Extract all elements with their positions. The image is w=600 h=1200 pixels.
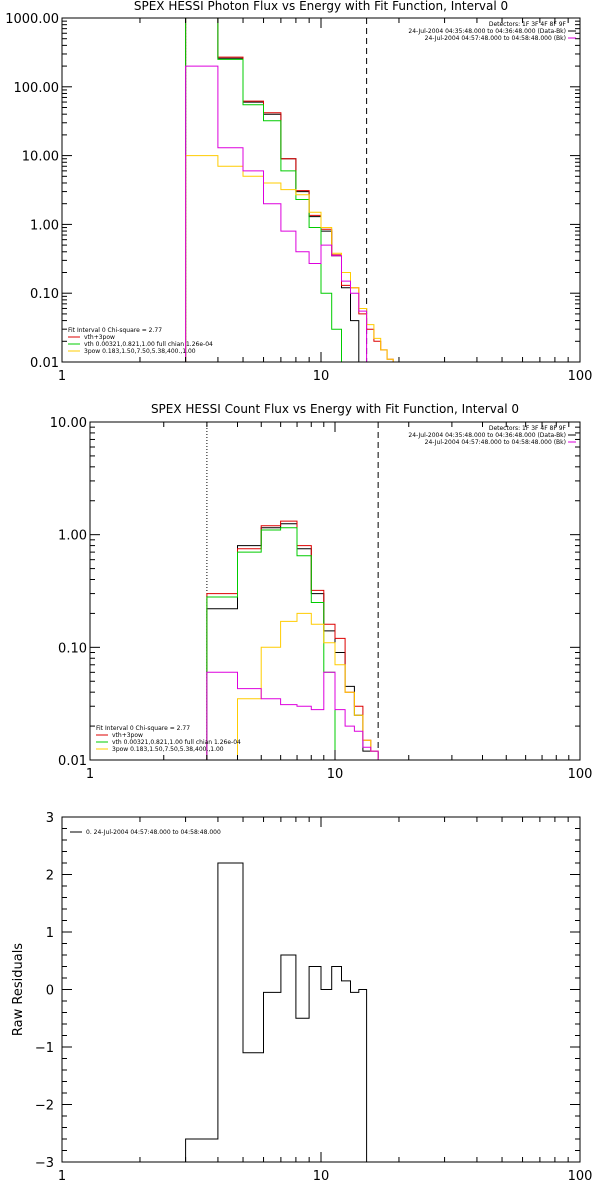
fit-legend-text: vth 0.00321,0.821,1.00 full chian 1.26e-… xyxy=(84,341,213,348)
info-text: 24-Jul-2004 04:35:48.000 to 04:36:48.000… xyxy=(408,432,566,439)
x-tick-label: 100 xyxy=(568,369,593,384)
series-data xyxy=(185,862,368,1162)
fit-legend-text: 3pow 0.183,1.50,7.50,5.38,400.,1.00 xyxy=(84,348,196,355)
x-tick-label: 10 xyxy=(327,767,344,782)
y-tick-label: 1.00 xyxy=(58,529,87,544)
chart-title: SPEX HESSI Count Flux vs Energy with Fit… xyxy=(151,402,519,416)
fit-legend-text: Fit Interval 0 Chi-square = 2.77 xyxy=(68,327,162,334)
series-nonthermal xyxy=(185,155,410,362)
fit-legend-text: Fit Interval 0 Chi-square = 2.77 xyxy=(96,725,190,732)
info-text: 24-Jul-2004 04:35:48.000 to 04:36:48.000… xyxy=(408,28,566,35)
info-text: 24-Jul-2004 04:57:48.000 to 04:58:48.000… xyxy=(425,35,566,42)
x-tick-label: 10 xyxy=(313,1169,330,1184)
info-text: Detectors: 1F 3F 4F 8F 9F xyxy=(489,21,567,28)
fit-legend-text: vth+3pow xyxy=(84,334,115,341)
y-tick-label: 1.00 xyxy=(30,218,59,233)
y-tick-label: 0.10 xyxy=(58,641,87,656)
plot-frame xyxy=(61,17,581,363)
y-axis-label: Raw Residuals xyxy=(11,943,26,1036)
y-tick-label: 0.01 xyxy=(58,754,87,769)
y-tick-label: 10.00 xyxy=(22,150,59,165)
series-data xyxy=(185,18,367,362)
x-tick-label: 1 xyxy=(86,767,94,782)
y-tick-label: 1 xyxy=(46,926,54,941)
x-tick-label: 1 xyxy=(58,1169,66,1184)
x-tick-label: 10 xyxy=(313,369,330,384)
info-text: Detectors: 1F 3F 4F 8F 9F xyxy=(489,425,567,432)
y-tick-label: 0.10 xyxy=(30,287,59,302)
y-tick-label: −2 xyxy=(35,1099,54,1114)
y-tick-label: 0.01 xyxy=(30,356,59,371)
y-tick-label: 1000.00 xyxy=(5,12,59,27)
fit-legend-text: vth 0.00321,0.821,1.00 full chian 1.26e-… xyxy=(112,739,241,746)
x-tick-label: 1 xyxy=(58,369,66,384)
series-background xyxy=(206,671,379,760)
y-tick-label: −3 xyxy=(35,1156,54,1171)
series-total xyxy=(185,18,410,362)
series-total xyxy=(206,520,379,760)
y-tick-label: 0 xyxy=(46,984,54,999)
x-tick-label: 100 xyxy=(568,767,593,782)
y-tick-label: −1 xyxy=(35,1041,54,1056)
series-data xyxy=(206,523,379,760)
y-tick-label: 2 xyxy=(46,869,54,884)
y-tick-label: 3 xyxy=(46,811,54,826)
y-tick-label: 10.00 xyxy=(50,416,87,431)
y-tick-label: 100.00 xyxy=(14,81,60,96)
legend-text: 0. 24-Jul-2004 04:57:48.000 to 04:58:48.… xyxy=(86,829,221,836)
fit-legend-text: vth+3pow xyxy=(112,732,143,739)
info-text: 24-Jul-2004 04:57:48.000 to 04:58:48.000… xyxy=(425,439,566,446)
series-thermal xyxy=(185,18,351,362)
chart-title: SPEX HESSI Photon Flux vs Energy with Fi… xyxy=(134,0,508,13)
fit-legend-text: 3pow 0.183,1.50,7.50,5.38,400.,1.00 xyxy=(112,746,224,753)
series-background xyxy=(185,65,374,362)
x-tick-label: 100 xyxy=(568,1169,593,1184)
